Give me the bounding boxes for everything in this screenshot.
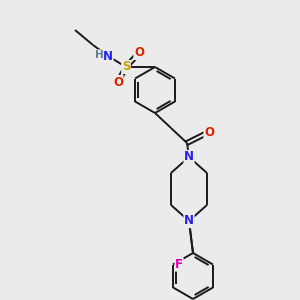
Text: N: N (184, 214, 194, 227)
Text: H: H (94, 50, 103, 60)
Text: S: S (122, 61, 130, 74)
Text: F: F (175, 258, 183, 271)
Text: O: O (204, 127, 214, 140)
Text: O: O (113, 76, 123, 88)
Text: N: N (103, 50, 113, 62)
Text: N: N (184, 151, 194, 164)
Text: O: O (134, 46, 144, 59)
